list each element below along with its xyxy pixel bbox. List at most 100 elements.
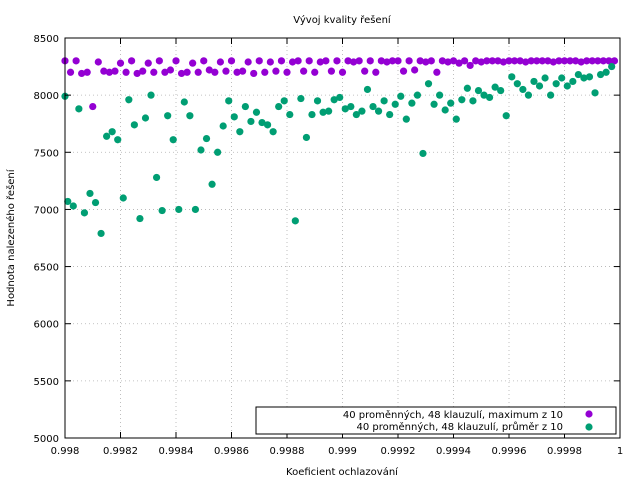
point-average — [302, 133, 311, 142]
point-maximum — [111, 67, 119, 75]
point-average — [424, 80, 433, 88]
point-average — [108, 128, 116, 136]
point-average — [585, 73, 594, 81]
point-maximum — [189, 59, 197, 67]
point-average — [275, 102, 283, 111]
point-maximum — [100, 67, 108, 75]
point-average — [563, 82, 571, 90]
point-average — [363, 85, 372, 94]
point-maximum — [283, 68, 291, 76]
point-average — [530, 77, 538, 86]
point-maximum — [255, 57, 263, 65]
point-maximum — [477, 58, 485, 66]
point-average — [252, 108, 261, 116]
point-average — [369, 102, 377, 111]
axis-ticks: 0.998 0.9982 0.9984 0.9986 0.9988 0.999 0.9992… — [34, 34, 624, 457]
point-maximum — [499, 58, 508, 66]
point-average — [214, 148, 222, 156]
point-average — [308, 110, 316, 119]
point-maximum — [122, 68, 130, 76]
point-average — [352, 110, 360, 119]
legend: 40 proměnných, 48 klauzulí, maximum z 10… — [255, 406, 617, 435]
point-average — [125, 96, 133, 104]
point-maximum — [128, 57, 136, 65]
point-maximum — [105, 68, 113, 76]
point-average — [169, 136, 177, 144]
point-maximum — [433, 68, 441, 76]
point-average — [508, 73, 516, 81]
point-average — [458, 96, 466, 104]
series-average — [61, 62, 616, 238]
point-average — [64, 197, 72, 206]
point-maximum — [533, 57, 541, 65]
point-average — [502, 112, 510, 120]
point-maximum — [205, 66, 213, 74]
point-average — [75, 105, 83, 113]
point-average — [574, 70, 582, 79]
point-maximum — [244, 58, 252, 66]
point-average — [402, 115, 410, 123]
point-average — [447, 99, 455, 107]
point-maximum — [483, 57, 491, 65]
point-maximum — [233, 68, 241, 76]
point-average — [225, 97, 233, 105]
point-average — [580, 74, 588, 82]
point-maximum — [172, 57, 180, 65]
point-average — [119, 194, 127, 202]
point-average — [547, 91, 555, 99]
point-maximum — [344, 57, 352, 65]
point-maximum — [294, 57, 302, 65]
point-maximum — [333, 57, 341, 65]
point-maximum — [505, 57, 513, 65]
point-average — [491, 83, 499, 91]
point-maximum — [449, 57, 458, 65]
point-average — [474, 86, 483, 95]
point-maximum — [183, 68, 191, 76]
point-maximum — [405, 57, 413, 65]
point-average — [341, 105, 349, 113]
x-tick-label: 0.9982 — [103, 446, 138, 457]
x-tick-label: 0.9998 — [547, 446, 582, 457]
point-average — [569, 77, 577, 86]
point-maximum — [388, 57, 397, 65]
point-average — [141, 114, 150, 122]
grid — [65, 38, 620, 438]
point-average — [175, 205, 183, 214]
point-maximum — [416, 57, 424, 65]
point-average — [469, 97, 477, 105]
point-maximum — [272, 67, 280, 75]
data-points — [61, 57, 619, 238]
point-maximum — [327, 67, 335, 75]
point-average — [319, 108, 327, 116]
point-average — [164, 112, 172, 120]
point-average — [291, 217, 299, 225]
legend-label-average: 40 proměnných, 48 klauzulí, průměr z 10 — [356, 421, 563, 433]
point-maximum — [555, 57, 563, 65]
point-average — [230, 113, 238, 121]
point-average — [380, 97, 388, 105]
point-maximum — [383, 58, 391, 66]
point-average — [497, 86, 505, 95]
point-average — [158, 206, 166, 215]
point-average — [397, 92, 405, 100]
point-average — [596, 70, 605, 79]
point-average — [330, 96, 338, 104]
point-average — [130, 121, 138, 129]
point-maximum — [250, 69, 258, 78]
point-maximum — [288, 58, 297, 66]
point-average — [147, 91, 155, 99]
chart-title: Vývoj kvality řešení — [293, 14, 392, 26]
x-tick-label: 0.999 — [328, 446, 357, 457]
point-maximum — [372, 68, 380, 76]
point-maximum — [222, 67, 230, 75]
point-average — [103, 132, 111, 140]
point-maximum — [549, 58, 558, 66]
point-average — [436, 91, 444, 99]
point-maximum — [166, 66, 175, 74]
point-maximum — [78, 69, 86, 78]
point-average — [236, 128, 244, 136]
point-average — [269, 128, 277, 136]
point-average — [91, 198, 100, 207]
y-tick-label: 8000 — [34, 91, 59, 102]
point-maximum — [200, 57, 208, 65]
